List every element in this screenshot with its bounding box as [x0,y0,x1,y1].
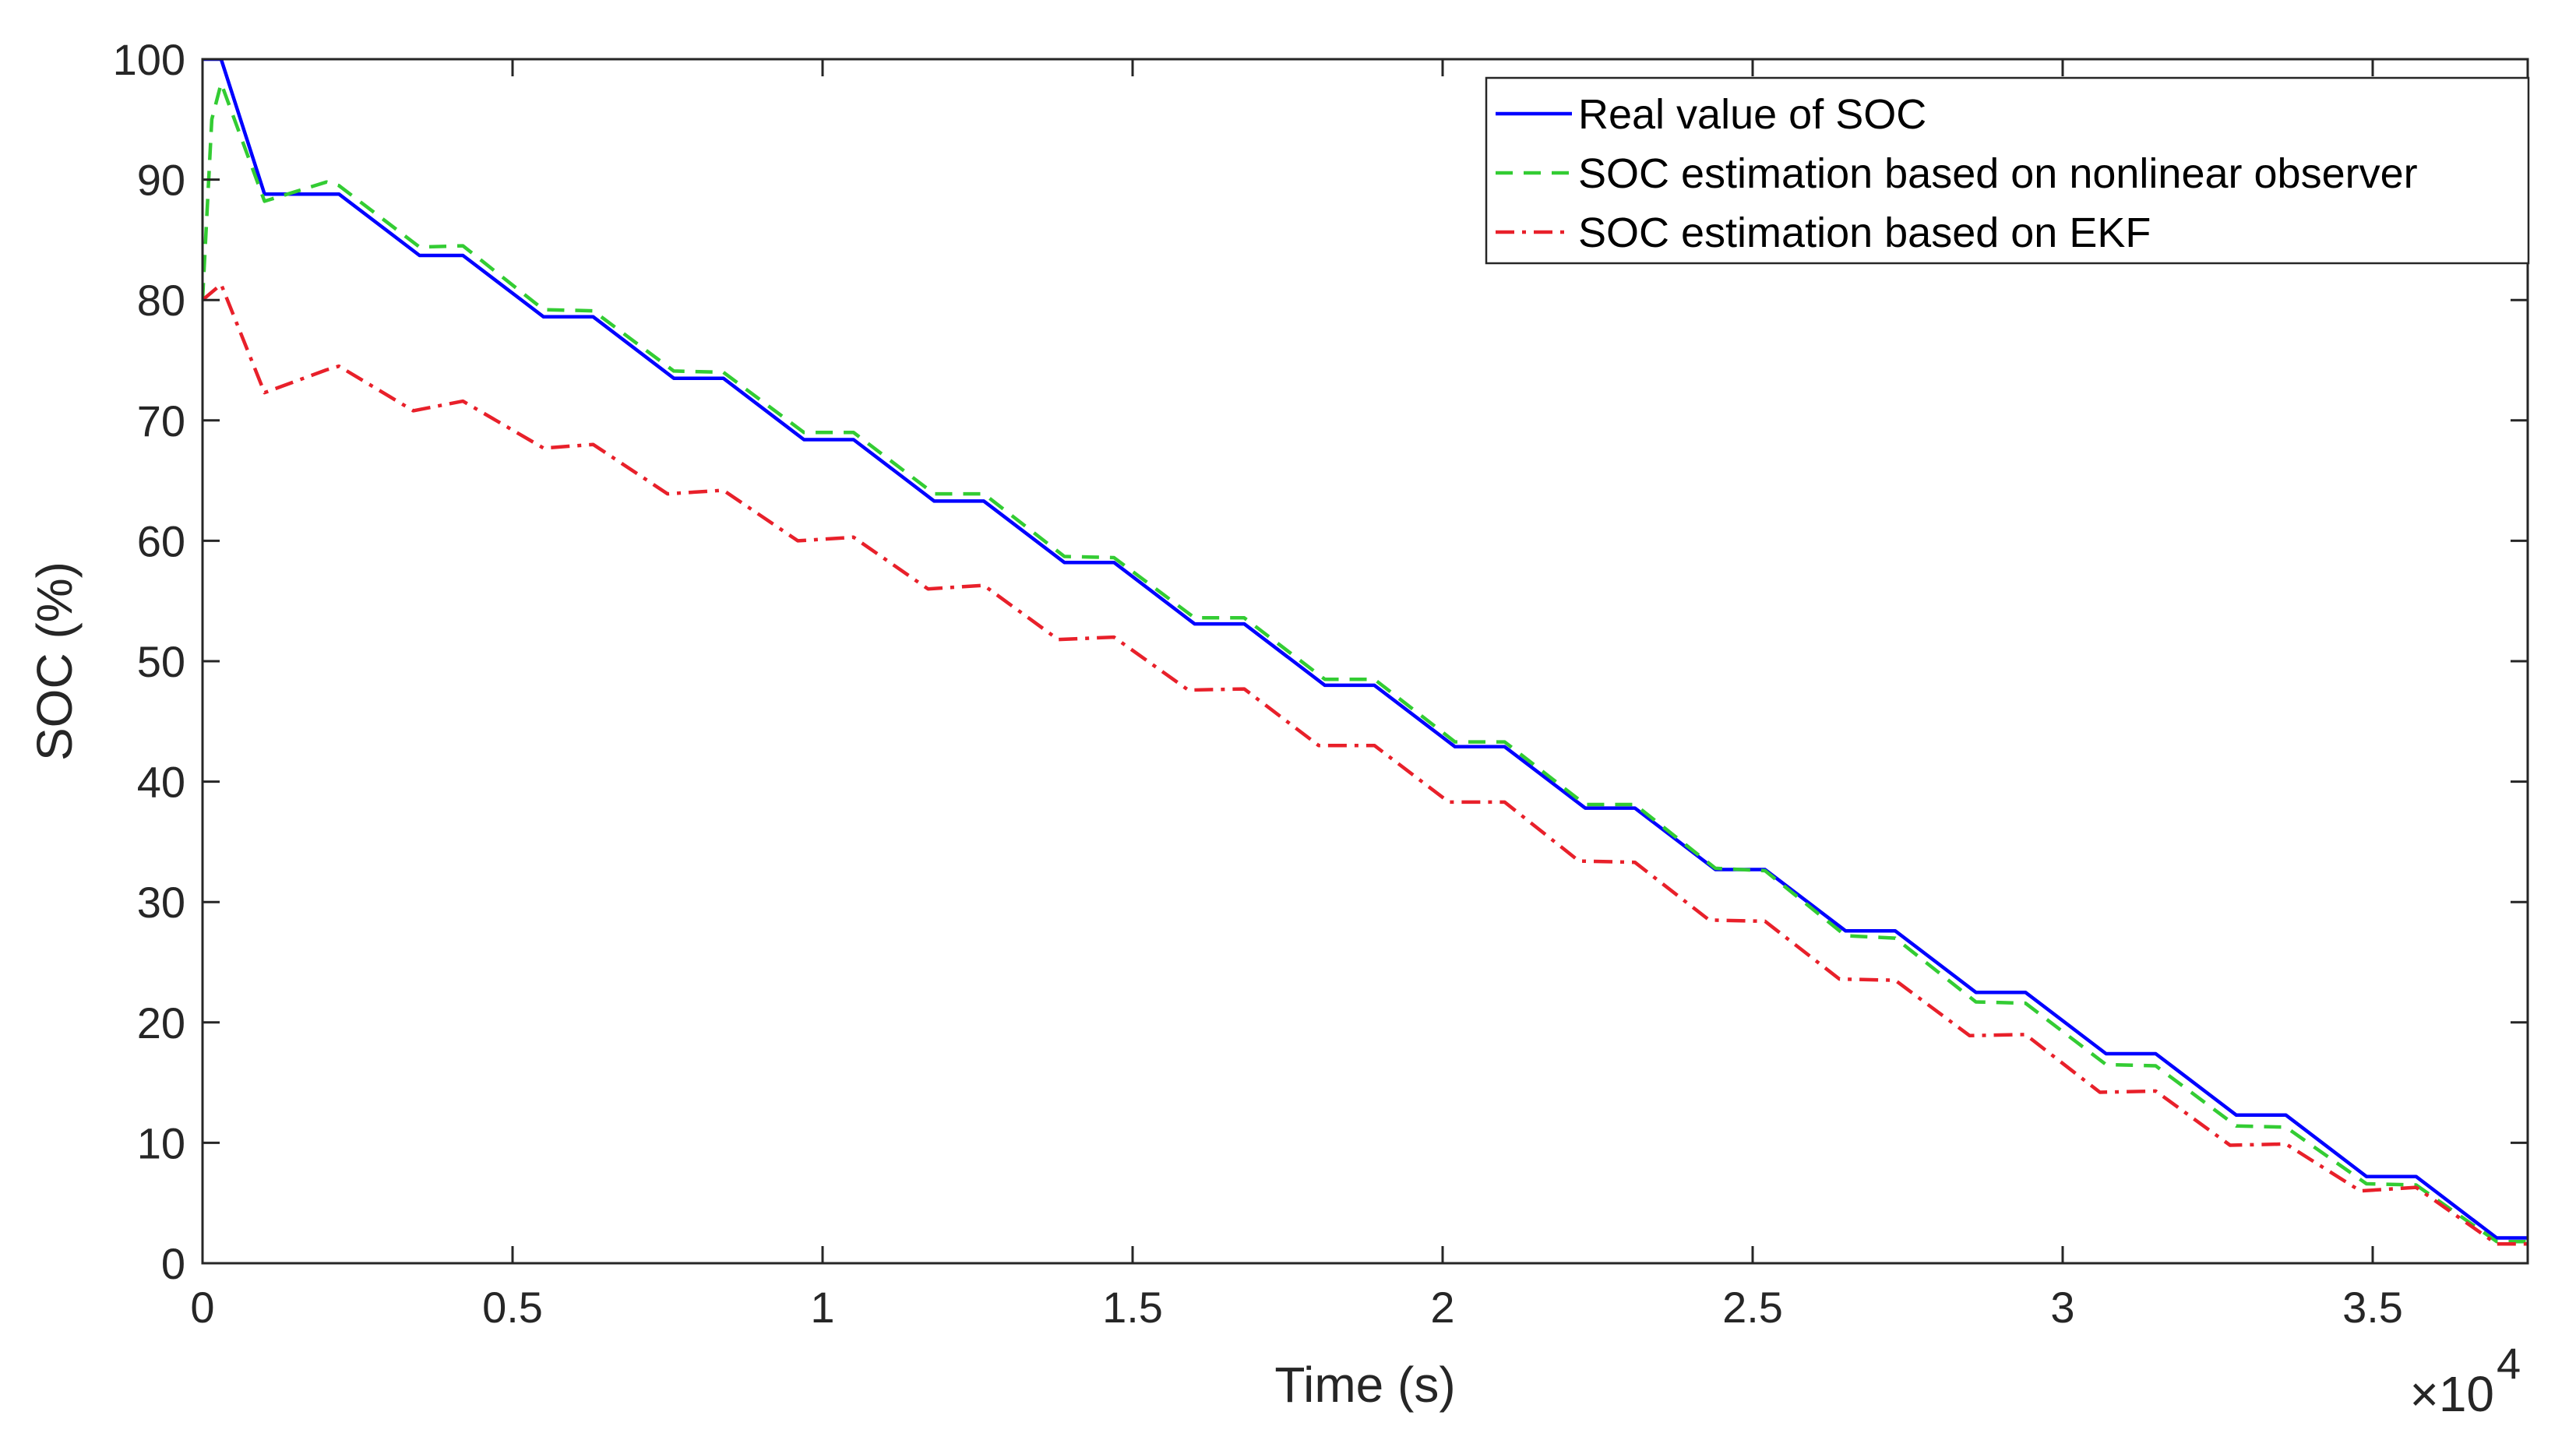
series-line-3 [203,282,2528,1246]
y-tick-label: 50 [137,637,185,686]
x-multiplier-base: ×10 [2409,1366,2494,1422]
legend: Real value of SOC SOC estimation based on… [1485,76,2530,265]
y-tick-label: 60 [137,516,185,565]
x-tick-label: 0.5 [482,1283,543,1332]
x-tick-label: 2 [1430,1283,1454,1332]
y-ticks: 0 10 20 30 40 50 60 70 80 90 100 [113,35,2528,1288]
x-multiplier-exponent: 4 [2497,1339,2521,1388]
x-tick-label: 3.5 [2342,1283,2403,1332]
series-line-2 [203,81,2528,1244]
x-tick-label: 1 [810,1283,834,1332]
y-tick-label: 80 [137,276,185,325]
y-tick-label: 40 [137,758,185,807]
legend-box [1485,76,2530,265]
x-tick-label: 0 [190,1283,214,1332]
x-axis-label: Time (s) [1274,1357,1455,1413]
x-tick-label: 3 [2050,1283,2074,1332]
series-line-1 [203,59,2528,1240]
legend-label-2: SOC estimation based on nonlinear observ… [1578,150,2418,197]
x-tick-label: 1.5 [1102,1283,1163,1332]
y-tick-label: 20 [137,998,185,1047]
x-tick-label: 2.5 [1722,1283,1783,1332]
x-ticks: 0 0.5 1 1.5 2 2.5 3 3.5 [190,59,2403,1332]
legend-label-3: SOC estimation based on EKF [1578,209,2151,256]
y-tick-label: 10 [137,1118,185,1167]
y-axis-label: SOC (%) [26,562,83,761]
y-tick-label: 30 [137,878,185,927]
y-tick-label: 100 [113,35,185,84]
y-tick-label: 70 [137,396,185,445]
x-axis-multiplier: ×10 4 [2409,1339,2521,1422]
y-tick-label: 0 [161,1239,185,1288]
legend-label-1: Real value of SOC [1578,91,1926,138]
data-lines [203,59,2528,1246]
y-tick-label: 90 [137,156,185,205]
